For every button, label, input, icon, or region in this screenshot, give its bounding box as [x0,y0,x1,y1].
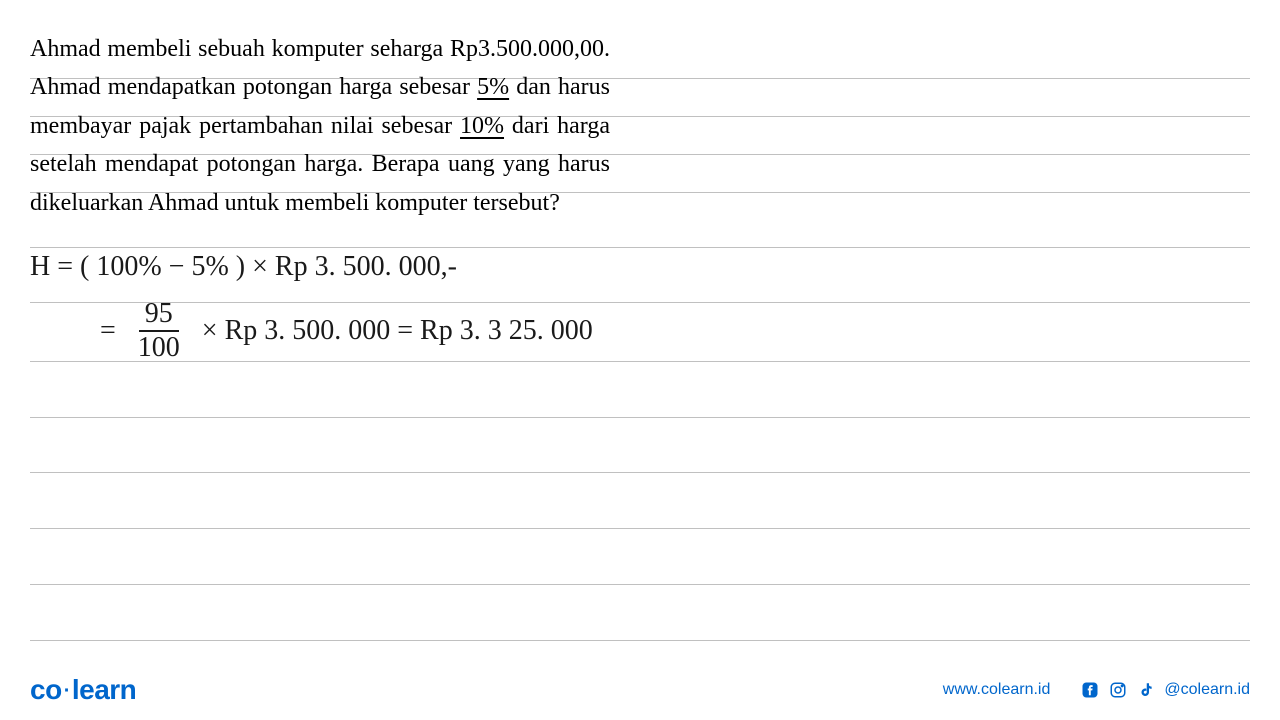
rule-line [30,640,1250,641]
rule-line [30,584,1250,585]
fraction-numerator: 95 [139,300,179,332]
question-underline-tax: 10% [460,113,504,139]
brand-logo: co·learn [30,674,136,706]
brand-part2: learn [72,674,136,705]
footer-right: www.colearn.id @colearn.id [943,680,1250,700]
facebook-icon [1080,680,1100,700]
handwritten-solution: H = ( 100% − 5% ) × Rp 3. 500. 000,- = 9… [30,242,1250,362]
solution-line-1: H = ( 100% − 5% ) × Rp 3. 500. 000,- [30,242,1250,292]
equals-sign: = [100,306,116,356]
fraction-denominator: 100 [132,332,186,362]
social-handle: @colearn.id [1164,681,1250,699]
page-footer: co·learn www.colearn.id @colearn.id [0,660,1280,720]
brand-dot: · [64,680,70,702]
rule-line [30,528,1250,529]
tiktok-icon [1136,680,1156,700]
fraction-95-100: 95 100 [132,300,186,362]
question-text: Ahmad membeli sebuah komputer seharga Rp… [30,30,610,222]
solution-line-2-rest: × Rp 3. 500. 000 = Rp 3. 3 25. 000 [202,306,593,356]
rule-line [30,417,1250,418]
solution-line-2: = 95 100 × Rp 3. 500. 000 = Rp 3. 3 25. … [30,300,1250,362]
worksheet-page: Ahmad membeli sebuah komputer seharga Rp… [0,0,1280,720]
social-links: @colearn.id [1080,680,1250,700]
website-url: www.colearn.id [943,681,1051,699]
instagram-icon [1108,680,1128,700]
rule-line [30,472,1250,473]
brand-part1: co [30,674,62,705]
question-underline-discount: 5% [477,74,509,100]
